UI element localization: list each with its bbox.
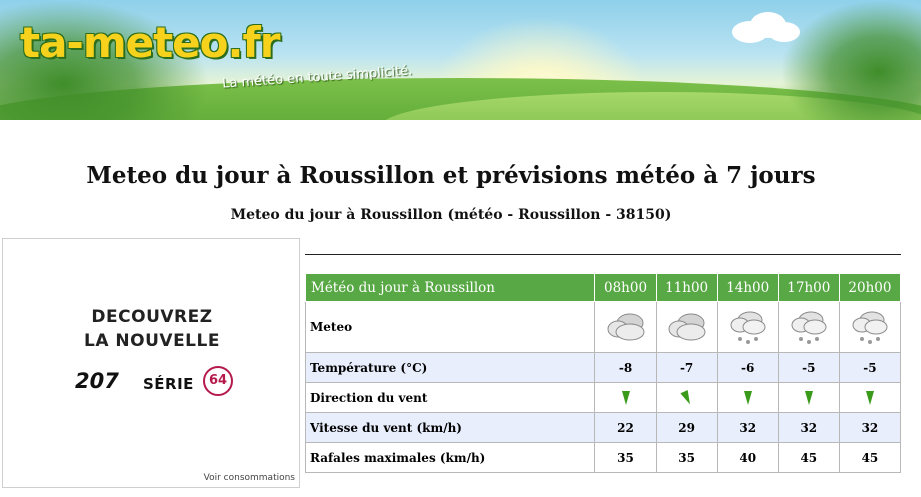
ad-consumption-link[interactable]: Voir consommations (203, 473, 295, 483)
gusts-row-label: Rafales maximales (km/h) (304, 442, 596, 473)
wind-direction-cell (716, 382, 779, 413)
wind-direction-cell (777, 382, 840, 413)
snow-shower-icon (730, 311, 766, 344)
cloudy-icon (607, 313, 645, 341)
wind-direction-cell (655, 382, 718, 413)
site-banner[interactable]: ta-meteo.fr La météo en toute simplicité… (0, 0, 921, 120)
meteo-row: Meteo (304, 301, 902, 353)
page-title: Meteo du jour à Roussillon et prévisions… (86, 162, 816, 189)
wind-direction-cell (838, 382, 902, 413)
hour-header: 17h00 (777, 273, 840, 302)
foliage-decoration (0, 0, 210, 120)
wind-arrow-icon (680, 389, 690, 404)
wind-arrow-icon (804, 390, 813, 405)
wind-speed-value: 29 (655, 412, 718, 443)
hour-header: 20h00 (838, 273, 902, 302)
ad-badge: 64 (203, 366, 233, 396)
foliage-decoration (780, 0, 921, 120)
wind-arrow-icon (743, 390, 752, 405)
snow-shower-icon (852, 311, 888, 344)
site-logo[interactable]: ta-meteo.fr (20, 18, 280, 67)
divider (305, 254, 901, 255)
hour-header: 14h00 (716, 273, 779, 302)
weather-cell (716, 301, 779, 353)
gust-value: 35 (655, 442, 718, 473)
gust-value: 35 (594, 442, 657, 473)
ad-headline-2: LA NOUVELLE (84, 331, 220, 351)
temperature-value: -8 (594, 352, 657, 383)
wind-speed-value: 32 (777, 412, 840, 443)
meteo-row-label: Meteo (304, 301, 596, 353)
wind-speed-value: 32 (838, 412, 902, 443)
wind-speed-value: 32 (716, 412, 779, 443)
wind-direction-cell (594, 382, 657, 413)
temperature-value: -5 (838, 352, 902, 383)
wind-speed-row-label: Vitesse du vent (km/h) (304, 412, 596, 443)
gust-value: 40 (716, 442, 779, 473)
ad-serie: SÉRIE (143, 375, 194, 393)
gust-value: 45 (838, 442, 902, 473)
weather-cell (777, 301, 840, 353)
weather-cell (838, 301, 902, 353)
wind-arrow-icon (865, 390, 874, 405)
temperature-value: -5 (777, 352, 840, 383)
forecast-header-row: Météo du jour à Roussillon 08h00 11h00 1… (304, 273, 902, 302)
forecast-header-label: Météo du jour à Roussillon (304, 273, 596, 302)
wind-speed-value: 22 (594, 412, 657, 443)
ad-headline-1: DECOUVREZ (91, 307, 213, 327)
forecast-table: Météo du jour à Roussillon 08h00 11h00 1… (304, 273, 902, 473)
snow-shower-icon (791, 311, 827, 344)
advertisement-banner[interactable]: DECOUVREZ LA NOUVELLE 207 SÉRIE 64 Voir … (2, 238, 300, 488)
wind-arrow-icon (621, 390, 630, 405)
cloudy-icon (668, 313, 706, 341)
wind-direction-row-label: Direction du vent (304, 382, 596, 413)
cloud-icon (732, 12, 800, 43)
weather-cell (655, 301, 718, 353)
hour-header: 11h00 (655, 273, 718, 302)
page-subtitle: Meteo du jour à Roussillon (météo - Rous… (230, 207, 672, 223)
gust-value: 45 (777, 442, 840, 473)
temperature-value: -7 (655, 352, 718, 383)
wind-direction-row: Direction du vent (304, 382, 902, 413)
temperature-row-label: Température (°C) (304, 352, 596, 383)
temperature-row: Température (°C) -8 -7 -6 -5 -5 (304, 352, 902, 383)
temperature-value: -6 (716, 352, 779, 383)
gusts-row: Rafales maximales (km/h) 35 35 40 45 45 (304, 442, 902, 473)
hour-header: 08h00 (594, 273, 657, 302)
ad-model: 207 (75, 369, 119, 393)
wind-speed-row: Vitesse du vent (km/h) 22 29 32 32 32 (304, 412, 902, 443)
weather-cell (594, 301, 657, 353)
